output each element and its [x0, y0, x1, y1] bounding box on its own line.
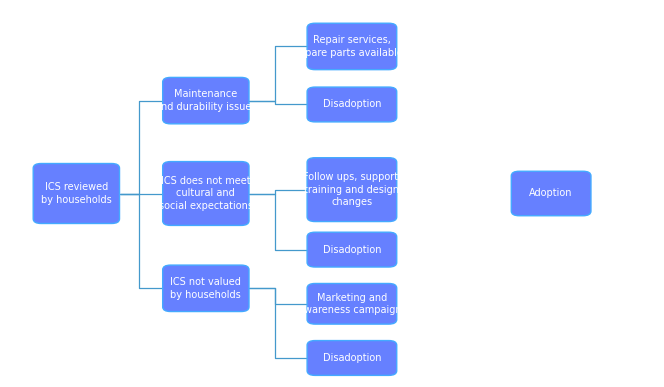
Text: Repair services,
spare parts available: Repair services, spare parts available	[301, 35, 403, 58]
FancyBboxPatch shape	[307, 232, 397, 267]
Text: Marketing and
awareness campaigns: Marketing and awareness campaigns	[297, 293, 406, 315]
Text: ICS reviewed
by households: ICS reviewed by households	[41, 182, 112, 205]
FancyBboxPatch shape	[307, 158, 397, 221]
Text: Disadoption: Disadoption	[323, 99, 381, 110]
FancyBboxPatch shape	[307, 87, 397, 122]
Text: Disadoption: Disadoption	[323, 245, 381, 255]
Text: Adoption: Adoption	[529, 188, 573, 199]
Text: Disadoption: Disadoption	[323, 353, 381, 363]
FancyBboxPatch shape	[33, 163, 120, 224]
FancyBboxPatch shape	[163, 265, 249, 312]
Text: Maintenance
and durability issues: Maintenance and durability issues	[155, 89, 256, 112]
FancyBboxPatch shape	[307, 341, 397, 375]
FancyBboxPatch shape	[307, 283, 397, 324]
FancyBboxPatch shape	[163, 162, 249, 225]
Text: ICS not valued
by households: ICS not valued by households	[171, 277, 241, 300]
Text: ICS does not meet
cultural and
social expectations: ICS does not meet cultural and social ex…	[159, 176, 253, 211]
FancyBboxPatch shape	[163, 77, 249, 124]
Text: Follow ups, support,
training and design
changes: Follow ups, support, training and design…	[303, 172, 401, 207]
FancyBboxPatch shape	[307, 23, 397, 70]
FancyBboxPatch shape	[511, 171, 591, 216]
